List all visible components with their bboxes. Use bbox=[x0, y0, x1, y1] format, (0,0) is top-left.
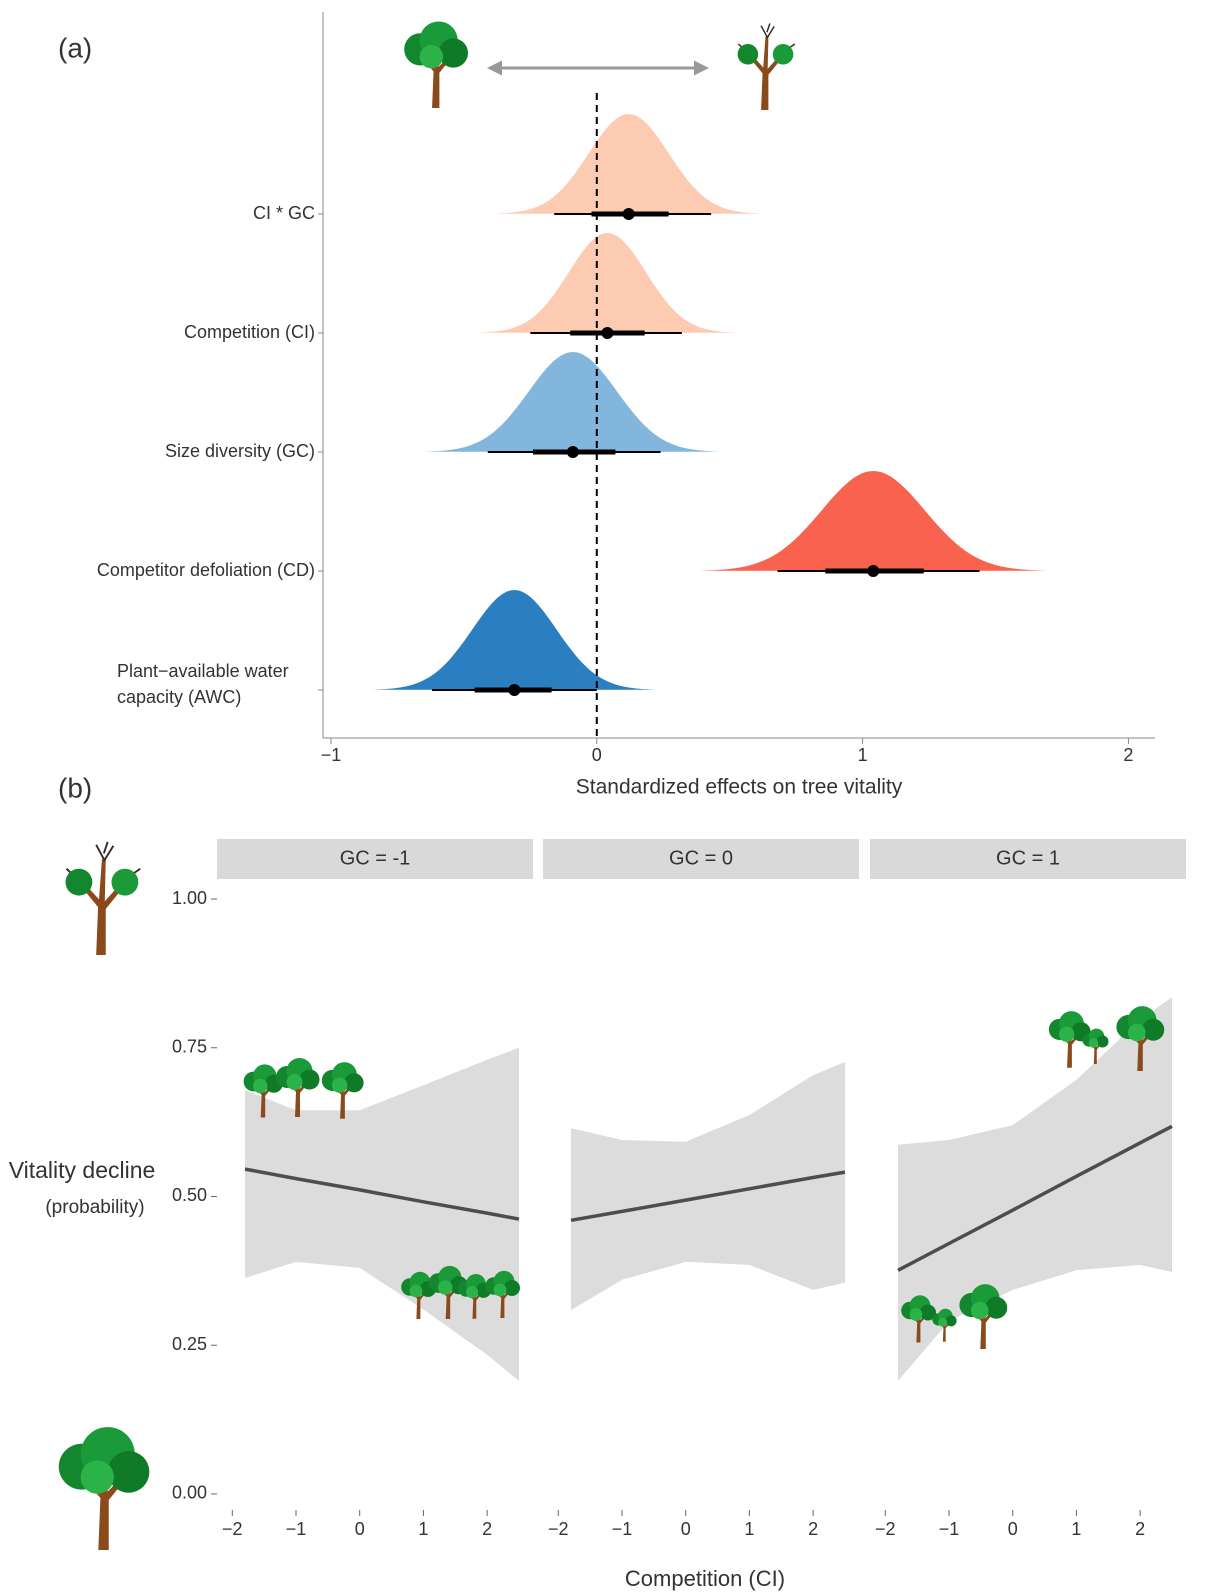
category-label: Competition (CI) bbox=[184, 322, 315, 342]
x-tick-label: −2 bbox=[875, 1519, 896, 1539]
y-tick-label: 0.75 bbox=[172, 1037, 207, 1057]
y-axis-title: Vitality decline bbox=[9, 1157, 156, 1183]
tree-icon bbox=[59, 1427, 150, 1550]
confidence-band bbox=[571, 1062, 845, 1310]
point-estimate bbox=[567, 446, 579, 458]
category-label: Plant−available water bbox=[117, 661, 289, 681]
x-tick-label: −1 bbox=[612, 1519, 633, 1539]
page: (a) −1 0 1 2 Standardized effects on tree vit… bbox=[0, 0, 1205, 1593]
category-label: CI * GC bbox=[253, 203, 315, 223]
x-tick-label: −2 bbox=[222, 1519, 243, 1539]
figure: (a) −1 0 1 2 Standardized effects on tree vit… bbox=[0, 0, 1205, 1593]
x-tick-label: 1 bbox=[744, 1519, 754, 1539]
panel-label: (b) bbox=[58, 772, 92, 803]
density bbox=[371, 590, 657, 690]
y-tick-label: 0.00 bbox=[172, 1483, 207, 1503]
x-tick-label: 1 bbox=[1071, 1519, 1081, 1539]
x-tick-label: 0 bbox=[681, 1519, 691, 1539]
facet-title: GC = 0 bbox=[669, 847, 733, 869]
x-tick-label: 0 bbox=[355, 1519, 365, 1539]
tree-icon bbox=[66, 842, 141, 955]
y-tick-label: 1.00 bbox=[172, 888, 207, 908]
x-tick-label: −1 bbox=[286, 1519, 307, 1539]
y-tick-label: 0.50 bbox=[172, 1185, 207, 1205]
x-tick-label: −2 bbox=[548, 1519, 569, 1539]
confidence-band bbox=[245, 1048, 519, 1381]
x-tick-label: 2 bbox=[482, 1519, 492, 1539]
tree-icon bbox=[738, 23, 795, 110]
panel-label: (a) bbox=[58, 32, 92, 63]
x-tick-label: 0 bbox=[1008, 1519, 1018, 1539]
facet-title: GC = 1 bbox=[996, 847, 1060, 869]
x-tick-label: 2 bbox=[808, 1519, 818, 1539]
x-axis-title: Competition (CI) bbox=[625, 1566, 785, 1591]
x-tick-label: 0 bbox=[592, 745, 602, 765]
density bbox=[493, 114, 765, 214]
density bbox=[423, 352, 723, 452]
facet-title: GC = -1 bbox=[340, 847, 411, 869]
x-tick-label: 2 bbox=[1135, 1519, 1145, 1539]
category-label: Size diversity (GC) bbox=[165, 441, 315, 461]
x-tick-label: 1 bbox=[418, 1519, 428, 1539]
point-estimate bbox=[867, 565, 879, 577]
density bbox=[698, 471, 1049, 571]
y-axis-title: (probability) bbox=[45, 1197, 144, 1218]
point-estimate bbox=[623, 208, 635, 220]
x-tick-label: −1 bbox=[939, 1519, 960, 1539]
category-label: capacity (AWC) bbox=[117, 687, 241, 707]
x-tick-label: 1 bbox=[858, 745, 868, 765]
tree-icon bbox=[404, 21, 468, 108]
y-tick-label: 0.25 bbox=[172, 1334, 207, 1354]
point-estimate bbox=[508, 684, 520, 696]
x-tick-label: −1 bbox=[321, 745, 342, 765]
panels: (a) −1 0 1 2 Standardized effects on tree vit… bbox=[9, 12, 1186, 1591]
category-label: Competitor defoliation (CD) bbox=[97, 560, 315, 580]
point-estimate bbox=[601, 327, 613, 339]
x-tick-label: 2 bbox=[1123, 745, 1133, 765]
x-axis-title: Standardized effects on tree vitality bbox=[576, 776, 903, 799]
density bbox=[476, 233, 739, 333]
